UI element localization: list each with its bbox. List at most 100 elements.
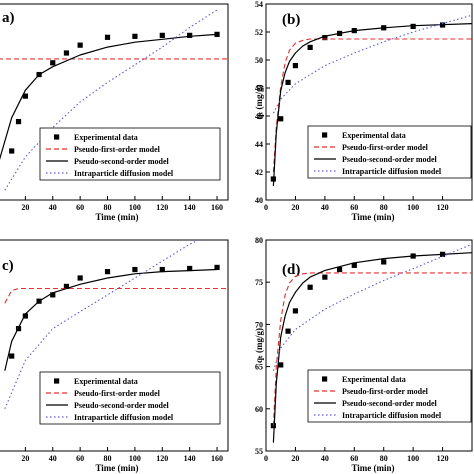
experimental-point bbox=[132, 266, 138, 273]
x-tick-label: 40 bbox=[321, 203, 329, 212]
legend-entry: Experimental data bbox=[74, 133, 138, 142]
experimental-point bbox=[159, 266, 165, 273]
legend-marker bbox=[54, 378, 60, 384]
legend-entry: Pseudo-second-order model bbox=[342, 155, 438, 164]
chart-panel-c: 20 40 60 80 100 120 140 160 Time (min) c) Experime… bbox=[0, 239, 229, 473]
legend-marker bbox=[322, 132, 328, 138]
experimental-point bbox=[307, 44, 313, 50]
x-tick-label: 60 bbox=[76, 454, 84, 463]
experimental-point bbox=[132, 33, 138, 39]
plot-frame bbox=[0, 3, 229, 201]
experimental-point bbox=[322, 274, 328, 280]
x-tick-label: 80 bbox=[380, 454, 388, 463]
y-tick-label: 50 bbox=[255, 56, 263, 65]
experimental-point bbox=[322, 35, 328, 41]
series-line-ipd bbox=[272, 14, 472, 114]
y-tick-label: 55 bbox=[255, 447, 263, 456]
experimental-point bbox=[187, 32, 193, 38]
legend-entry: Pseudo-second-order model bbox=[74, 157, 170, 166]
x-tick-label: 160 bbox=[211, 454, 223, 463]
legend-box bbox=[307, 125, 472, 179]
x-tick-label: 20 bbox=[291, 454, 299, 463]
legend: Experimental data Pseudo-first-order mode… bbox=[307, 125, 472, 179]
x-tick-label: 80 bbox=[104, 454, 112, 463]
experimental-point bbox=[22, 313, 28, 319]
series-line-pso bbox=[4, 268, 218, 371]
x-tick-label: 0 bbox=[264, 454, 268, 463]
legend-box bbox=[307, 369, 472, 423]
legend-entry: Pseudo-second-order model bbox=[342, 399, 438, 408]
y-tick-label: 40 bbox=[255, 196, 263, 205]
legend-entry: Pseudo-first-order model bbox=[342, 143, 429, 152]
x-axis-label: Time (min) bbox=[95, 463, 138, 473]
experimental-point bbox=[63, 50, 70, 56]
experimental-point bbox=[77, 275, 83, 281]
y-tick-label: 70 bbox=[255, 320, 263, 329]
x-axis-label: Time (min) bbox=[351, 463, 394, 473]
x-tick-label: 40 bbox=[49, 454, 57, 463]
y-tick-label: 75 bbox=[255, 278, 263, 287]
legend-marker bbox=[322, 376, 328, 382]
legend-entry: Experimental data bbox=[342, 375, 406, 384]
experimental-point bbox=[9, 148, 15, 154]
series-line-ipd bbox=[4, 9, 218, 191]
y-tick-label: 46 bbox=[255, 112, 263, 121]
experimental-point bbox=[104, 269, 111, 275]
x-axis-label: Time (min) bbox=[351, 212, 394, 222]
experimental-point bbox=[336, 266, 343, 273]
experimental-point bbox=[278, 362, 284, 368]
y-tick-label: 52 bbox=[255, 28, 263, 37]
x-tick-label: 100 bbox=[407, 454, 419, 463]
legend-entry: Intraparticle diffusion model bbox=[74, 413, 174, 422]
x-tick-label: 0 bbox=[264, 203, 268, 212]
experimental-point bbox=[410, 23, 416, 29]
experimental-point bbox=[63, 283, 70, 290]
legend-entry: Pseudo-first-order model bbox=[342, 387, 429, 396]
legend: Experimental data Pseudo-first-order mode… bbox=[307, 369, 472, 423]
plot-frame bbox=[265, 239, 473, 452]
x-tick-label: 40 bbox=[49, 203, 57, 212]
x-tick-label: 120 bbox=[437, 454, 449, 463]
x-tick-label: 140 bbox=[184, 203, 196, 212]
series-line-pso bbox=[272, 23, 472, 187]
series-line-pfo bbox=[272, 38, 472, 173]
x-tick-label: 100 bbox=[129, 454, 141, 463]
series-line-pfo bbox=[272, 272, 472, 426]
legend-entry: Intraparticle diffusion model bbox=[342, 167, 442, 176]
experimental-point bbox=[285, 79, 291, 85]
y-tick-label: 65 bbox=[255, 363, 263, 372]
legend-entry: Experimental data bbox=[74, 377, 138, 386]
chart-panel-b: 0 20 40 60 80 100 120 40 42 44 46 48 50 52 54 Time (min… bbox=[254, 0, 473, 222]
experimental-point bbox=[381, 259, 387, 265]
legend-entry: Intraparticle diffusion model bbox=[342, 411, 442, 420]
experimental-point bbox=[50, 292, 56, 298]
y-axis-label: qₜ (mg/g) bbox=[254, 85, 264, 120]
y-axis-label: qₜ (mg/g) bbox=[254, 328, 264, 363]
series-line-pso bbox=[272, 252, 472, 443]
legend-entry: Intraparticle diffusion model bbox=[74, 169, 174, 178]
experimental-point bbox=[22, 93, 28, 99]
y-tick-label: 44 bbox=[255, 140, 263, 149]
x-tick-label: 20 bbox=[21, 203, 29, 212]
x-tick-label: 120 bbox=[156, 203, 168, 212]
x-tick-label: 20 bbox=[21, 454, 29, 463]
experimental-point bbox=[292, 63, 299, 69]
experimental-point bbox=[104, 34, 111, 40]
experimental-point bbox=[307, 284, 313, 290]
legend: Experimental data Pseudo-first-order mode… bbox=[39, 127, 221, 181]
plot-frame bbox=[265, 3, 473, 201]
experimental-point bbox=[292, 308, 299, 314]
panel-label: (d) bbox=[282, 262, 300, 278]
legend-box bbox=[39, 371, 221, 425]
plot-frame bbox=[0, 239, 229, 452]
chart-panel-a: 20 40 60 80 100 120 140 160 Time (min) a) Experime… bbox=[0, 3, 229, 222]
experimental-point bbox=[351, 262, 357, 268]
x-tick-label: 80 bbox=[104, 203, 112, 212]
series-line-ipd bbox=[4, 240, 201, 410]
x-tick-label: 60 bbox=[350, 203, 358, 212]
x-tick-label: 100 bbox=[407, 203, 419, 212]
panel-label: c) bbox=[2, 258, 14, 274]
experimental-point bbox=[77, 42, 83, 48]
experimental-point bbox=[15, 119, 22, 125]
